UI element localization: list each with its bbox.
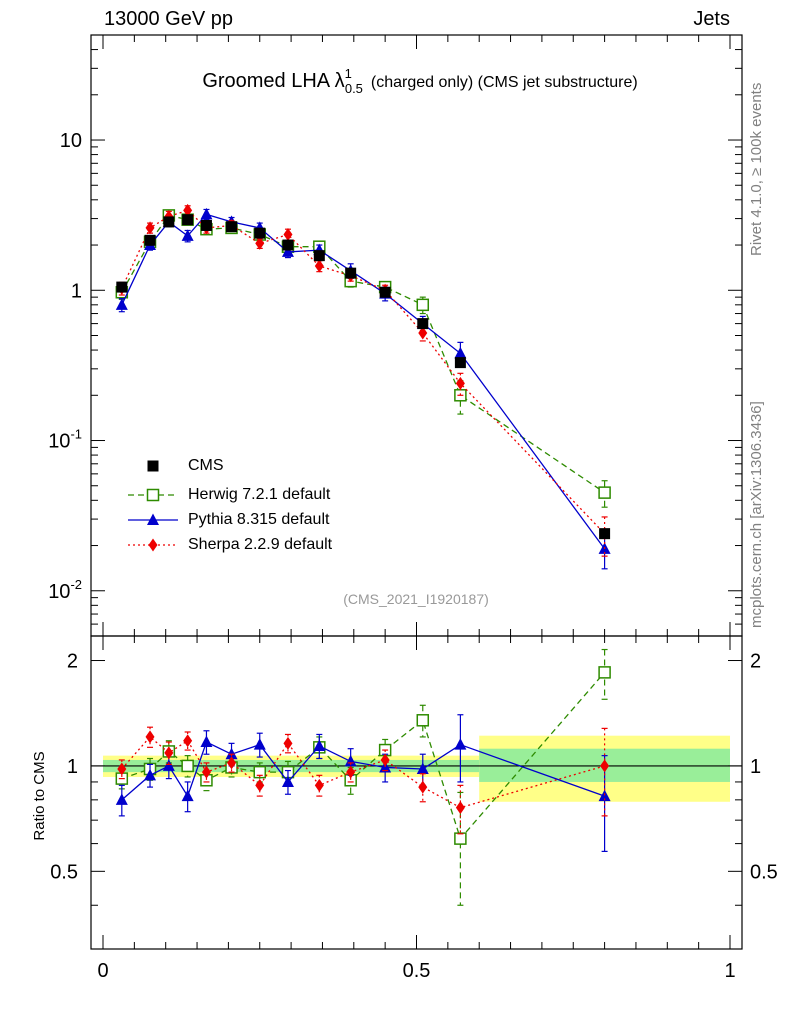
mcplots-credit-label: mcplots.cern.ch [arXiv:1306.3436] — [748, 401, 765, 628]
ratio-point-pythia — [115, 793, 128, 805]
main-point-cms — [200, 219, 212, 231]
main-point-sherpa — [145, 221, 155, 235]
analysis-tag: (CMS_2021_I1920187) — [343, 591, 489, 607]
main-point-cms — [144, 234, 156, 246]
main-point-pythia — [454, 346, 467, 359]
legend-label-pythia: Pythia 8.315 default — [188, 511, 330, 528]
main-axis-ticks: 10-2 10-1 1 10 — [48, 34, 742, 637]
ratio-point-sherpa — [600, 759, 610, 773]
ratio-point-sherpa — [455, 801, 465, 815]
ratio-point-pythia — [253, 738, 266, 750]
main-point-cms — [599, 528, 611, 540]
ratio-point-sherpa — [418, 780, 428, 794]
main-ytick-label: 10-1 — [48, 427, 82, 453]
plot-title: Groomed LHA λ1 0.5 (charged only) (CMS jet… — [202, 66, 637, 96]
main-point-herwig — [598, 486, 611, 499]
main-point-cms — [282, 239, 294, 251]
ratio-point-herwig — [598, 666, 611, 679]
ratio-ytick-label-right: 1 — [750, 756, 761, 778]
ratio-point-pythia — [162, 759, 175, 771]
ratio-plot-series — [115, 648, 611, 906]
main-point-pythia — [281, 245, 294, 257]
main-point-sherpa — [183, 203, 193, 217]
ratio-point-herwig — [416, 714, 430, 727]
ratio-line-sherpa — [121, 736, 605, 809]
ratio-y-axis-label: Ratio to CMS — [31, 751, 48, 840]
ratio-point-sherpa — [255, 778, 265, 792]
ratio-ytick-label-left: 0.5 — [50, 861, 78, 883]
ratio-point-pythia — [344, 754, 357, 767]
ratio-line-herwig — [121, 671, 606, 840]
ratio-xtick-label: 0 — [97, 960, 108, 982]
legend-marker-pythia — [147, 513, 159, 525]
ratio-point-pythia — [181, 789, 194, 802]
main-point-sherpa — [418, 326, 428, 340]
rivet-version-label: Rivet 4.1.0, ≥ 100k events — [748, 82, 765, 256]
main-plot-series — [115, 203, 611, 570]
ratio-point-herwig — [181, 759, 194, 773]
main-point-herwig — [416, 298, 430, 312]
main-point-pythia — [181, 229, 194, 241]
process-label: Jets — [693, 8, 730, 30]
ratio-point-pythia — [200, 735, 213, 748]
ratio-axis-ticks: 0.5 0.5 1 1 2 2 0 0.5 1 — [50, 636, 778, 982]
main-point-cms — [182, 214, 194, 226]
ratio-xtick-label: 0.5 — [403, 960, 431, 982]
ratio-point-sherpa — [164, 746, 174, 760]
legend-label-cms: CMS — [188, 457, 224, 474]
main-point-cms — [313, 250, 325, 262]
main-point-cms — [454, 357, 466, 369]
legend-markers — [128, 460, 178, 552]
ratio-panel-frame — [90, 635, 743, 950]
main-point-cms — [226, 221, 238, 233]
ratio-point-sherpa — [346, 765, 356, 779]
ratio-ytick-label-right: 2 — [750, 651, 761, 673]
legend-label-sherpa: Sherpa 2.2.9 default — [188, 536, 333, 553]
ratio-point-pythia — [281, 775, 294, 787]
ratio-point-sherpa — [183, 734, 193, 748]
ratio-point-sherpa — [380, 753, 390, 767]
ratio-point-pythia — [225, 747, 238, 760]
legend-marker-sherpa — [148, 538, 158, 552]
ratio-point-sherpa — [145, 730, 155, 744]
ratio-xtick-label: 1 — [724, 960, 735, 982]
main-point-pythia — [200, 207, 213, 220]
ratio-ytick-label-right: 0.5 — [750, 861, 778, 883]
main-point-sherpa — [255, 236, 265, 250]
legend-marker-herwig — [146, 488, 160, 502]
main-point-sherpa — [455, 376, 465, 390]
main-point-sherpa — [314, 259, 324, 273]
main-ytick-label: 10 — [60, 130, 82, 152]
ratio-point-pythia — [416, 762, 429, 774]
ratio-point-sherpa — [314, 778, 324, 792]
collision-energy-label: 13000 GeV pp — [104, 8, 233, 30]
main-point-cms — [254, 227, 266, 239]
legend-label-herwig: Herwig 7.2.1 default — [188, 486, 331, 503]
main-point-cms — [379, 286, 391, 298]
main-ytick-label: 1 — [71, 280, 82, 302]
ratio-point-herwig — [253, 765, 266, 779]
main-point-cms — [345, 267, 357, 279]
ratio-point-pythia — [454, 738, 467, 750]
main-point-cms — [417, 318, 429, 330]
main-point-pythia — [115, 298, 128, 310]
ratio-point-sherpa — [283, 736, 293, 750]
ratio-point-pythia — [313, 739, 326, 751]
ratio-point-herwig — [454, 832, 467, 845]
ratio-point-sherpa — [227, 756, 237, 770]
ratio-ytick-label-left: 2 — [67, 651, 78, 673]
main-ytick-label: 10-2 — [48, 577, 82, 603]
main-point-sherpa — [283, 228, 293, 242]
legend-marker-cms — [147, 460, 159, 472]
main-point-cms — [116, 281, 128, 293]
ratio-point-sherpa — [117, 762, 127, 776]
ratio-point-pythia — [144, 768, 157, 781]
ratio-ytick-label-left: 1 — [67, 756, 78, 778]
ratio-point-sherpa — [201, 765, 211, 779]
main-point-cms — [163, 216, 175, 228]
